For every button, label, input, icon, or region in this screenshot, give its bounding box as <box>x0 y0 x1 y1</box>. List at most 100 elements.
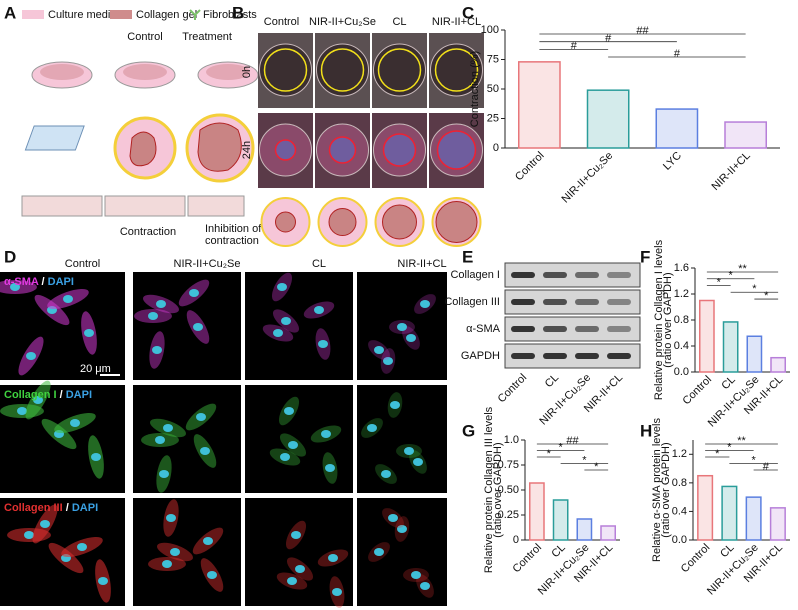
y-tick-label: 0.25 <box>498 509 519 521</box>
d-row-label: Collagen I / DAPI <box>4 389 92 401</box>
x-tick-label: CL <box>549 542 567 560</box>
bar <box>600 525 616 541</box>
x-tick-label: LYC <box>661 150 684 173</box>
panel-label: C <box>462 3 474 22</box>
a-label: Contraction <box>120 226 176 238</box>
nucleus <box>91 453 101 461</box>
d-row-label: Collagen III / DAPI <box>4 502 98 514</box>
nucleus <box>26 352 36 360</box>
nucleus <box>77 543 87 551</box>
nucleus <box>287 577 297 585</box>
y-axis-label: Relative protein Collagen III levels <box>483 406 495 573</box>
d-row-label-part: Collagen III <box>4 502 63 514</box>
y-tick-label: 25 <box>487 112 499 124</box>
bar <box>770 356 786 373</box>
lane-label: CL <box>543 372 561 390</box>
b-col-label: NIR-II+Cu₂Se <box>309 16 376 28</box>
nucleus <box>332 588 342 596</box>
y-tick-label: 0 <box>493 142 499 154</box>
y-tick-label: 0.8 <box>674 314 689 326</box>
sig-label: # <box>605 33 612 45</box>
nucleus <box>388 514 398 522</box>
y-tick-label: 75 <box>487 53 499 65</box>
blot-label: GAPDH <box>461 350 500 362</box>
legend-swatch <box>189 9 201 20</box>
blot-band <box>607 299 631 305</box>
blot-band <box>543 272 567 278</box>
panel-label: G <box>462 421 475 440</box>
sketch-gel <box>435 201 478 243</box>
y-axis-label: Contraction (%) <box>469 51 481 127</box>
y-tick-label: 100 <box>481 24 499 36</box>
nucleus <box>170 548 180 556</box>
nucleus <box>163 424 173 432</box>
sig-label: * <box>547 448 552 460</box>
d-row-label-part: DAPI <box>72 502 98 514</box>
dish-gel <box>123 64 167 80</box>
nucleus <box>390 401 400 409</box>
b-col-label: NIR-II+CL <box>432 16 481 28</box>
sig-label: * <box>764 290 769 302</box>
bar <box>586 89 630 149</box>
nucleus <box>33 396 43 404</box>
blot-band <box>511 272 535 278</box>
x-tick-label: CL <box>718 542 736 560</box>
gel-outline <box>328 136 357 164</box>
panel-label: D <box>4 247 16 266</box>
sig-label: * <box>727 441 732 453</box>
y-tick-label: 0 <box>513 534 519 546</box>
bar <box>699 299 715 373</box>
x-tick-label: Control <box>513 150 547 184</box>
y-tick-label: 0.4 <box>674 340 689 352</box>
nucleus <box>404 447 414 455</box>
y-tick-label: 0.75 <box>498 459 519 471</box>
blot-band <box>543 326 567 332</box>
legend-label: Fibroblasts <box>203 9 257 21</box>
nucleus <box>155 436 165 444</box>
nucleus <box>166 514 176 522</box>
d-row-label-part: / <box>63 502 72 514</box>
well-box <box>187 195 245 217</box>
plate <box>24 125 85 151</box>
nucleus <box>328 554 338 562</box>
sketch-gel <box>382 204 417 240</box>
nucleus <box>295 565 305 573</box>
blot-band <box>511 326 535 332</box>
sig-label: * <box>717 276 722 288</box>
d-col-label: Control <box>65 258 100 270</box>
panel-label: A <box>4 3 16 22</box>
sketch-gel <box>328 208 357 236</box>
d-row-label-part: α-SMA <box>4 276 39 288</box>
nucleus <box>420 582 430 590</box>
nucleus <box>162 560 172 568</box>
micrograph <box>245 385 353 493</box>
nucleus <box>374 548 384 556</box>
well <box>373 43 426 97</box>
nucleus <box>98 577 108 585</box>
x-tick-label: CL <box>719 374 737 392</box>
yellow-ring <box>320 48 365 92</box>
panel-label: F <box>640 247 650 266</box>
d-col-label: CL <box>312 258 326 270</box>
scale-bar-label: 20 μm <box>80 363 111 375</box>
y-tick-label: 0.4 <box>672 505 687 517</box>
blot-band <box>607 353 631 359</box>
blot-band <box>511 353 535 359</box>
nucleus <box>411 571 421 579</box>
nucleus <box>200 447 210 455</box>
gel-outline <box>436 130 477 170</box>
a-label: Control <box>127 31 162 43</box>
legend-swatch <box>22 10 44 19</box>
sig-label: # <box>763 461 770 473</box>
nucleus <box>84 329 94 337</box>
nucleus <box>318 340 328 348</box>
bar <box>518 61 561 149</box>
bar <box>529 482 545 541</box>
y-tick-label: 0.8 <box>672 477 687 489</box>
b-row-label: 0h <box>241 66 253 78</box>
lane-label: Control <box>496 372 530 406</box>
d-row-label: α-SMA / DAPI <box>4 276 74 288</box>
gel-outline <box>274 139 297 161</box>
y-axis-label: (ratio over GAPDH) <box>492 442 504 537</box>
nucleus <box>321 430 331 438</box>
